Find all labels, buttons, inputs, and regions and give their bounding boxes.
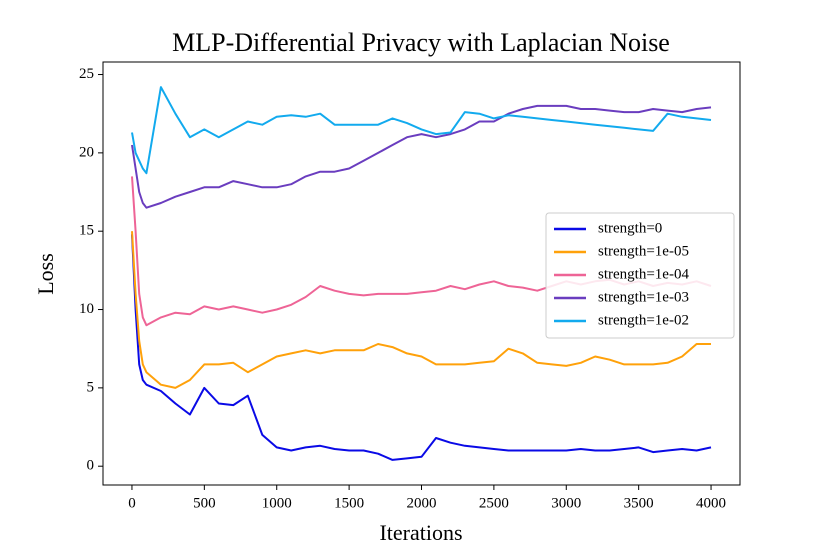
legend-label: strength=1e-05 [598, 243, 689, 259]
series-line [131, 86, 712, 175]
x-tick-label: 0 [128, 495, 136, 511]
x-tick-label: 2500 [479, 495, 509, 511]
x-tick-label: 1000 [262, 495, 292, 511]
series-line [131, 104, 712, 209]
series-line [131, 231, 711, 389]
legend-box [545, 212, 735, 339]
legend-label: strength=1e-04 [598, 266, 689, 282]
x-tick-label: 3500 [624, 495, 654, 511]
x-tick-label: 1500 [334, 495, 364, 511]
y-tick-label: 15 [79, 223, 94, 239]
legend-label: strength=1e-02 [598, 312, 689, 328]
plot-frame [102, 61, 741, 486]
y-tick-label: 5 [87, 379, 95, 395]
chart-title: MLP-Differential Privacy with Laplacian … [172, 28, 670, 57]
legend-label: strength=1e-03 [598, 289, 689, 305]
y-tick-label: 20 [79, 144, 94, 160]
y-tick-label: 10 [79, 301, 94, 317]
x-tick-label: 2000 [407, 495, 437, 511]
y-tick-label: 25 [79, 66, 94, 82]
x-axis-label: Iterations [379, 520, 462, 545]
x-tick-label: 4000 [696, 495, 726, 511]
y-axis-label: Loss [33, 253, 58, 295]
y-tick-label: 0 [87, 458, 95, 474]
x-tick-label: 500 [193, 495, 216, 511]
legend: strength=0 strength=1e-05 strength=1e-04 st… [545, 212, 735, 339]
legend-label: strength=0 [598, 220, 662, 236]
series-line [131, 234, 712, 461]
x-tick-label: 3000 [551, 495, 581, 511]
